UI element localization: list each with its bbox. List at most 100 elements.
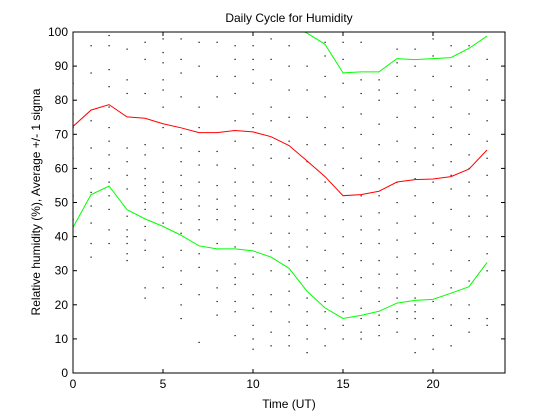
y-tick-label: 30 xyxy=(55,264,69,278)
scatter-point xyxy=(486,174,488,176)
series-line-1 xyxy=(73,104,488,197)
scatter-point xyxy=(432,133,434,135)
y-tick-label: 60 xyxy=(55,161,69,175)
scatter-point xyxy=(234,229,236,231)
scatter-point xyxy=(414,48,416,50)
chart-title: Daily Cycle for Humidity xyxy=(225,11,352,25)
scatter-point xyxy=(342,324,344,326)
series-line-3 xyxy=(73,185,488,319)
x-axis-title: Time (UT) xyxy=(262,397,316,411)
scatter-point xyxy=(90,72,92,74)
scatter-point xyxy=(90,147,92,149)
scatter-point xyxy=(162,38,164,40)
scatter-point xyxy=(432,181,434,183)
scatter-point xyxy=(432,99,434,101)
scatter-point xyxy=(450,287,452,289)
scatter-point xyxy=(324,75,326,78)
scatter-point xyxy=(270,144,272,146)
scatter-point xyxy=(162,212,164,214)
scatter-point xyxy=(216,198,218,200)
scatter-point xyxy=(180,249,182,251)
scatter-point xyxy=(216,300,218,303)
scatter-point xyxy=(378,314,380,316)
scatter-point xyxy=(234,140,236,142)
scatter-point xyxy=(306,324,308,326)
scatter-point xyxy=(432,147,434,149)
scatter-point xyxy=(198,294,200,296)
scatter-point xyxy=(198,181,200,183)
scatter-point xyxy=(180,147,182,149)
scatter-point xyxy=(234,283,236,286)
scatter-point xyxy=(342,297,344,299)
scatter-point xyxy=(360,290,362,292)
scatter-point xyxy=(324,198,326,200)
scatter-point xyxy=(252,324,254,326)
scatter-point xyxy=(234,195,236,197)
scatter-point xyxy=(450,304,452,306)
scatter-point xyxy=(396,116,398,118)
scatter-point xyxy=(324,232,326,234)
series-line-2 xyxy=(303,32,488,74)
scatter-point xyxy=(396,311,398,313)
scatter-point xyxy=(396,317,398,320)
scatter-point xyxy=(252,58,254,60)
scatter-point xyxy=(306,89,308,91)
scatter-point xyxy=(270,79,272,81)
scatter-point xyxy=(288,89,290,91)
scatter-point xyxy=(486,120,488,122)
scatter-point xyxy=(234,45,236,47)
scatter-point xyxy=(252,147,254,149)
scatter-point xyxy=(108,208,110,211)
scatter-point xyxy=(306,144,308,146)
scatter-point xyxy=(450,188,452,190)
scatter-point xyxy=(198,106,200,108)
scatter-point xyxy=(432,300,434,303)
scatter-point xyxy=(468,133,470,135)
scatter-point xyxy=(432,75,434,78)
scatter-point xyxy=(270,311,272,313)
scatter-point xyxy=(252,273,254,275)
scatter-point xyxy=(414,270,416,272)
scatter-point xyxy=(234,92,236,95)
scatter-point xyxy=(144,178,146,180)
y-tick-label: 100 xyxy=(48,25,68,39)
scatter-point xyxy=(396,222,398,224)
scatter-point xyxy=(306,246,308,248)
scatter-point xyxy=(252,307,254,309)
scatter-point xyxy=(252,45,254,47)
scatter-point xyxy=(180,133,182,135)
scatter-point xyxy=(396,75,398,78)
y-tick-label: 40 xyxy=(55,230,69,244)
scatter-point xyxy=(414,178,416,180)
scatter-point xyxy=(468,280,470,282)
scatter-point xyxy=(360,195,362,197)
scatter-point xyxy=(90,242,92,245)
scatter-point xyxy=(108,45,110,47)
scatter-point xyxy=(360,331,362,333)
scatter-point xyxy=(324,144,326,146)
scatter-point xyxy=(432,263,434,265)
scatter-point xyxy=(450,208,452,211)
scatter-point xyxy=(288,273,290,275)
scatter-point xyxy=(360,113,362,115)
scatter-point xyxy=(378,195,380,197)
scatter-point xyxy=(180,232,182,234)
scatter-point xyxy=(162,202,164,204)
scatter-point xyxy=(252,256,254,258)
scatter-point xyxy=(468,113,470,115)
scatter-point xyxy=(414,304,416,306)
scatter-point xyxy=(450,270,452,272)
scatter-point xyxy=(360,157,362,159)
scatter-point xyxy=(108,34,110,37)
scatter-point xyxy=(180,198,182,200)
scatter-point xyxy=(396,256,398,258)
scatter-point xyxy=(90,256,92,258)
scatter-point xyxy=(306,277,308,279)
scatter-point xyxy=(270,58,272,60)
scatter-point xyxy=(162,222,164,224)
scatter-point xyxy=(108,86,110,88)
scatter-point xyxy=(288,157,290,159)
scatter-point xyxy=(360,307,362,309)
scatter-point xyxy=(468,65,470,67)
